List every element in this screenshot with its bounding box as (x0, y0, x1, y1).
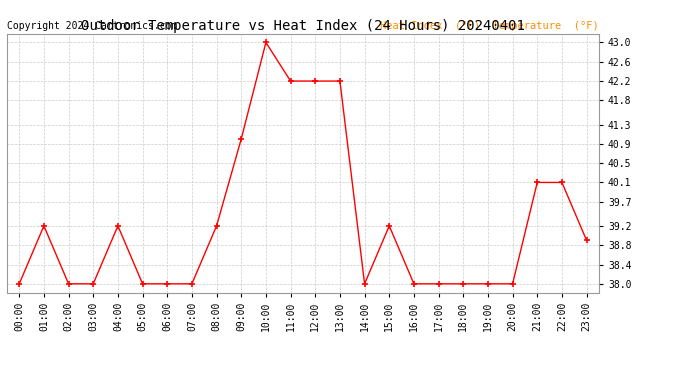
Text: Heat Index  (°F)  Temperature  (°F): Heat Index (°F) Temperature (°F) (380, 21, 599, 31)
Text: Copyright 2024 Cartronics.com: Copyright 2024 Cartronics.com (7, 21, 177, 31)
Title: Outdoor Temperature vs Heat Index (24 Hours) 20240401: Outdoor Temperature vs Heat Index (24 Ho… (81, 19, 525, 33)
